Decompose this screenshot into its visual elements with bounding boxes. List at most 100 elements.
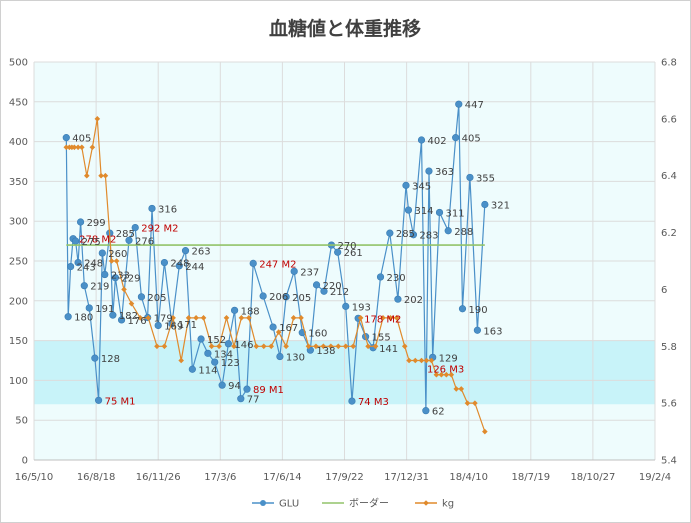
- legend-item: ボーダー: [322, 497, 389, 510]
- glu-data-label: 205: [292, 293, 311, 304]
- kg-point: [380, 315, 386, 321]
- kg-point: [170, 315, 176, 321]
- kg-point: [472, 400, 478, 406]
- kg-point: [482, 428, 488, 435]
- glu-data-label: 311: [446, 208, 465, 219]
- glu-point: [481, 200, 489, 209]
- glu-point: [74, 258, 82, 267]
- legend-label: GLU: [279, 499, 299, 510]
- glu-data-label: 248: [84, 259, 103, 270]
- glu-data-label: 263: [192, 247, 211, 258]
- glu-data-label: 176: [128, 316, 147, 327]
- glu-point: [230, 306, 239, 314]
- x-tick-label: 18/10/27: [570, 472, 615, 483]
- glu-point: [154, 321, 162, 330]
- kg-point: [412, 357, 419, 364]
- legend-item: kg: [415, 499, 454, 510]
- y-left-tick-label: 500: [9, 58, 28, 69]
- glu-point: [160, 258, 169, 267]
- glu-data-label: 270: [337, 241, 356, 252]
- kg-point: [108, 258, 115, 264]
- glu-data-label: 182: [119, 311, 138, 322]
- glu-point: [94, 396, 103, 404]
- glu-data-label: 283: [419, 231, 438, 242]
- kg-point: [63, 144, 70, 151]
- kg-point: [128, 300, 135, 307]
- glu-data-label: 130: [286, 353, 305, 364]
- kg-point: [313, 343, 319, 350]
- glu-data-label: 202: [404, 295, 423, 306]
- x-tick-label: 16/11/26: [136, 472, 181, 483]
- x-tick-label: 18/4/10: [449, 472, 488, 483]
- glu-data-label: 138: [316, 346, 335, 357]
- glu-point: [386, 229, 394, 237]
- glu-point: [224, 340, 232, 348]
- x-tick-label: 17/12/31: [384, 472, 429, 483]
- glu-point: [85, 304, 93, 312]
- glu-point: [422, 407, 430, 415]
- glu-data-label: 299: [87, 218, 106, 229]
- glu-data-label: 321: [491, 200, 510, 211]
- y-right-tick-label: 5.8: [661, 342, 677, 353]
- kg-point: [253, 343, 260, 350]
- kg-annotation: 126 M3: [427, 365, 464, 376]
- kg-point: [320, 343, 327, 350]
- glu-point: [131, 223, 139, 232]
- legend-marker: [260, 500, 266, 506]
- kg-point: [305, 343, 312, 350]
- legend: GLU ボーダー kg: [252, 497, 454, 510]
- legend-label: kg: [442, 499, 454, 510]
- glu-point: [72, 237, 80, 245]
- glu-point: [458, 305, 467, 313]
- glu-point: [76, 218, 85, 226]
- glu-data-label: 205: [147, 293, 166, 304]
- glu-data-label: 190: [468, 305, 487, 316]
- y-right-tick-label: 6.4: [661, 171, 677, 182]
- chart-title: 血糖値と体重推移: [269, 17, 421, 40]
- y-right-tick-label: 6.6: [661, 114, 677, 125]
- y-left-tick-label: 400: [9, 137, 28, 148]
- glu-point: [80, 282, 88, 290]
- kg-point: [365, 343, 371, 350]
- glu-point: [473, 326, 481, 334]
- glu-point: [249, 259, 257, 267]
- glu-data-label: 114: [198, 365, 217, 376]
- kg-point: [238, 315, 245, 321]
- glu-data-label: 152: [207, 335, 226, 346]
- glu-point: [417, 136, 426, 144]
- glu-data-label: 155: [372, 333, 391, 344]
- glu-data-label: 180: [74, 313, 93, 324]
- glu-point: [334, 248, 342, 256]
- kg-point: [433, 371, 440, 378]
- x-tick-label: 17/6/14: [263, 472, 302, 483]
- kg-point: [328, 343, 334, 350]
- kg-point: [283, 343, 289, 350]
- glu-data-label: 94: [228, 381, 241, 392]
- glu-point: [181, 247, 190, 255]
- glu-point: [455, 100, 463, 108]
- kg-point: [290, 315, 297, 321]
- glu-data-label: 447: [465, 100, 484, 111]
- kg-point: [216, 343, 222, 350]
- kg-point: [154, 343, 160, 350]
- glu-point: [435, 208, 444, 217]
- glu-point: [466, 173, 474, 182]
- glu-point: [269, 323, 277, 331]
- glu-data-label: 288: [454, 227, 473, 238]
- y-left-tick-label: 450: [9, 97, 28, 108]
- kg-point: [223, 315, 230, 321]
- kg-point: [98, 172, 104, 179]
- kg-point: [113, 258, 120, 264]
- kg-point: [102, 172, 109, 179]
- x-tick-label: 16/5/10: [15, 472, 54, 483]
- glu-point: [394, 295, 402, 303]
- glu-point: [111, 274, 119, 282]
- y-right-tick-label: 6.8: [661, 58, 677, 69]
- glu-point: [312, 281, 321, 289]
- kg-point: [428, 357, 435, 364]
- glu-point: [290, 267, 298, 275]
- kg-point: [246, 315, 252, 321]
- glu-point: [188, 365, 196, 373]
- glu-point: [137, 293, 146, 301]
- glu-point: [125, 236, 133, 244]
